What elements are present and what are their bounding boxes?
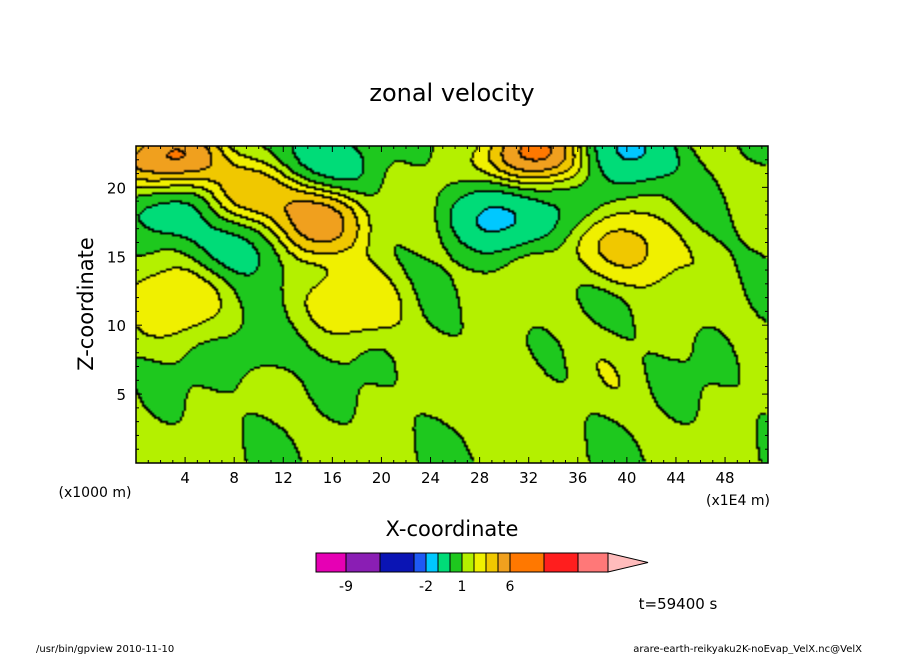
y-axis-label: Z-coordinate <box>74 237 98 371</box>
colorbar-swatch <box>449 552 463 573</box>
plot-area <box>135 145 769 464</box>
contour-field <box>136 146 768 463</box>
colorbar-swatch <box>315 552 347 573</box>
x-tick-label: 32 <box>519 469 538 487</box>
x-tick-label: 44 <box>666 469 685 487</box>
colorbar-swatch <box>413 552 427 573</box>
plot-frame <box>135 145 769 464</box>
colorbar-swatch <box>461 552 475 573</box>
colorbar-swatch <box>577 552 609 573</box>
x-axis-label: X-coordinate <box>386 517 519 541</box>
colorbar-swatch <box>509 552 545 573</box>
colorbar-tick-label: 1 <box>458 579 467 595</box>
colorbar-swatch <box>543 552 579 573</box>
x-tick-label: 20 <box>372 469 391 487</box>
x-scale-note: (x1E4 m) <box>706 493 770 509</box>
colorbar-swatch <box>497 552 511 573</box>
colorbar-swatch <box>437 552 451 573</box>
colorbar-swatch <box>345 552 381 573</box>
x-unit-label: (x1000 m) <box>59 485 132 501</box>
colorbar-swatch <box>379 552 415 573</box>
footer-left: /usr/bin/gpview 2010-11-10 <box>36 644 174 654</box>
x-tick-label: 28 <box>470 469 489 487</box>
x-axis-ticks: 4 8 12 16 20 24 28 32 36 40 44 48 <box>147 146 763 487</box>
colorbar-swatch <box>473 552 487 573</box>
x-tick-label: 12 <box>274 469 293 487</box>
y-tick-label: 5 <box>116 386 126 404</box>
x-tick-label: 36 <box>568 469 587 487</box>
x-tick-label: 48 <box>716 469 735 487</box>
footer-right: arare-earth-reikyaku2K-noEvap_VelX.nc@Ve… <box>633 644 862 654</box>
colorbar-tick-label: -2 <box>419 579 433 595</box>
colorbar-swatch <box>485 552 499 573</box>
x-tick-label: 24 <box>421 469 440 487</box>
colorbar-extend-arrow <box>607 552 649 573</box>
chart-title: zonal velocity <box>369 79 534 107</box>
colorbar-tick-label: 6 <box>506 579 515 595</box>
y-tick-label: 20 <box>107 179 126 197</box>
x-tick-label: 16 <box>323 469 342 487</box>
colorbar: -9 -2 1 6 <box>315 552 649 595</box>
colorbar-tick-label: -9 <box>339 579 353 595</box>
x-tick-label: 8 <box>229 469 239 487</box>
colorbar-swatch <box>425 552 439 573</box>
x-tick-label: 40 <box>617 469 636 487</box>
y-axis-ticks: 5 10 15 20 <box>107 159 768 450</box>
x-tick-label: 4 <box>180 469 190 487</box>
y-tick-label: 15 <box>107 248 126 266</box>
y-tick-label: 10 <box>107 317 126 335</box>
time-label: t=59400 s <box>639 595 718 613</box>
